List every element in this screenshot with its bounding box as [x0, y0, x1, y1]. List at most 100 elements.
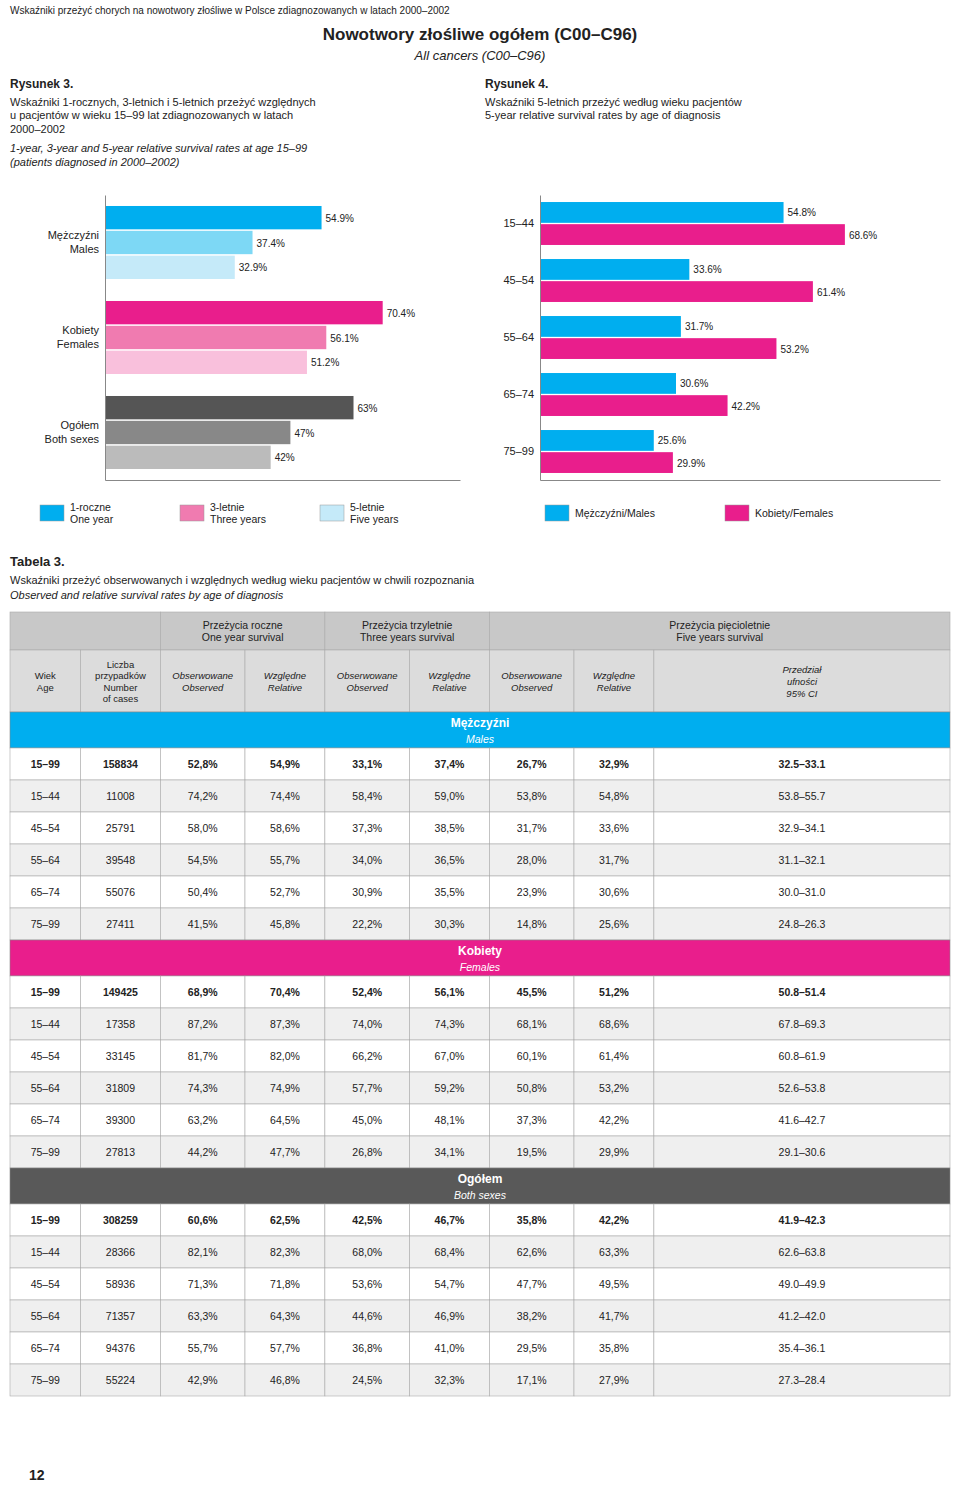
table-cell-text: 59,2%: [435, 1082, 465, 1094]
table-cell-text: 59,0%: [435, 790, 465, 802]
table-cell-text: 32.5–33.1: [779, 758, 826, 770]
table-cell: [654, 976, 950, 1008]
table-cell: [325, 1364, 410, 1396]
table-section-title: Mężczyźni: [451, 716, 510, 730]
table-cell-text: 26,8%: [352, 1146, 382, 1158]
data-label: 37.4%: [257, 237, 285, 248]
table-cell-text: 36,8%: [352, 1342, 382, 1354]
table-column-header: LiczbaprzypadkówNumberof cases: [95, 658, 146, 704]
table-cell-text: 45–54: [31, 822, 60, 834]
table-group-header: Przeżycia trzyletnieThree years survival: [360, 619, 455, 644]
table-cell: [160, 1204, 245, 1236]
y-tick: 55–64: [503, 331, 540, 343]
table-cell: [410, 812, 490, 844]
table-cell-text: 54,5%: [188, 854, 218, 866]
table-section-subtitle: Females: [460, 961, 501, 973]
table-cell: [81, 650, 161, 712]
table-cell: [410, 1364, 490, 1396]
table-cell: [325, 1072, 410, 1104]
table-cell: [160, 1136, 245, 1168]
table-cell: [410, 908, 490, 940]
table-cell: [489, 1236, 574, 1268]
y-tick-label: 55–64: [503, 331, 534, 343]
y-tick-label: 75–99: [503, 445, 534, 457]
table-cell: [10, 612, 160, 650]
table-cell: [325, 844, 410, 876]
x-axis: [541, 480, 941, 481]
table-cell-text: 64,5%: [270, 1114, 300, 1126]
table-cell-text: 58,4%: [352, 790, 382, 802]
table-cell-text: 51,2%: [599, 986, 629, 998]
table-cell-text: 30,9%: [352, 886, 382, 898]
table-cell: [325, 1204, 410, 1236]
table-cell-text: 28366: [106, 1246, 135, 1258]
table-cell: [574, 812, 654, 844]
table-cell: [325, 812, 410, 844]
data-label: 53.2%: [780, 343, 808, 354]
table-cell-text: 63,3%: [599, 1246, 629, 1258]
table-cell-text: 94376: [106, 1342, 135, 1354]
table-cell-text: 60.8–61.9: [779, 1050, 826, 1062]
table-cell-text: 33,1%: [352, 758, 382, 770]
table-cell-text: 33,6%: [599, 822, 629, 834]
table-cell-text: 62,6%: [517, 1246, 547, 1258]
table-cell: [574, 908, 654, 940]
table-cell-text: 29.1–30.6: [779, 1146, 826, 1158]
table-cell-text: 75–99: [31, 1374, 60, 1386]
table-cell: [160, 1040, 245, 1072]
table-cell-text: 17,1%: [517, 1374, 547, 1386]
table-cell-text: 58,6%: [270, 822, 300, 834]
table-cell-text: 31,7%: [517, 822, 547, 834]
table-subtitle: Observed and relative survival rates by …: [10, 589, 284, 601]
table-cell: [160, 1104, 245, 1136]
table-cell-text: 37,3%: [517, 1114, 547, 1126]
table-cell-text: 55076: [106, 886, 135, 898]
table-cell-text: 15–44: [31, 790, 60, 802]
chart-panel: Rysunek 4.Wskaźniki 5-letnich przeżyć we…: [485, 77, 941, 521]
table-cell: [410, 1040, 490, 1072]
table-cell: [574, 1268, 654, 1300]
table-cell: [489, 748, 574, 780]
table-cell-text: 38,5%: [435, 822, 465, 834]
table-cell-text: 158834: [103, 758, 138, 770]
y-tick-label: 15–44: [503, 217, 534, 229]
table-cell-text: 68,4%: [435, 1246, 465, 1258]
table-cell-text: 11008: [106, 790, 135, 802]
bar: [105, 301, 383, 324]
table-cell-text: 68,9%: [188, 986, 218, 998]
table-cell: [160, 1268, 245, 1300]
table-cell: [654, 780, 950, 812]
legend-swatch: [725, 505, 749, 521]
bars: [540, 202, 845, 473]
table-cell-text: 35,8%: [599, 1342, 629, 1354]
table-cell: [410, 780, 490, 812]
table-cell-text: 54,8%: [599, 790, 629, 802]
table-cell-text: 15–44: [31, 1246, 60, 1258]
table-column-header: Przedziałufności95% CI: [782, 664, 822, 698]
table-cell-text: 47,7%: [517, 1278, 547, 1290]
table-cell: [10, 1040, 81, 1072]
table-cell: [245, 1072, 325, 1104]
chart-subtitle: Wskaźniki 5-letnich przeżyć według wieku…: [485, 96, 742, 121]
table-cell-text: 82,0%: [270, 1050, 300, 1062]
legend-label: 3-letnieThree years: [210, 501, 266, 526]
table-cell: [10, 1104, 81, 1136]
table-cell: [10, 1008, 81, 1040]
table-cell-text: 27,9%: [599, 1374, 629, 1386]
table-cell-text: 14,8%: [517, 918, 547, 930]
table-cell-text: 75–99: [31, 1146, 60, 1158]
table-cell-text: 65–74: [31, 1114, 60, 1126]
table-section-subtitle: Males: [466, 733, 495, 745]
table-cell: [81, 1364, 161, 1396]
table-cell: [245, 812, 325, 844]
table-cell: [574, 1104, 654, 1136]
table-cell: [81, 1236, 161, 1268]
table-cell: [410, 1072, 490, 1104]
table-cell: [160, 650, 245, 712]
table-cell: [410, 976, 490, 1008]
bar: [105, 326, 326, 349]
y-tick-label: MężczyźniMales: [48, 229, 100, 254]
legend-swatch: [320, 505, 344, 521]
table-cell: [325, 1236, 410, 1268]
table-cell: [10, 1168, 950, 1204]
